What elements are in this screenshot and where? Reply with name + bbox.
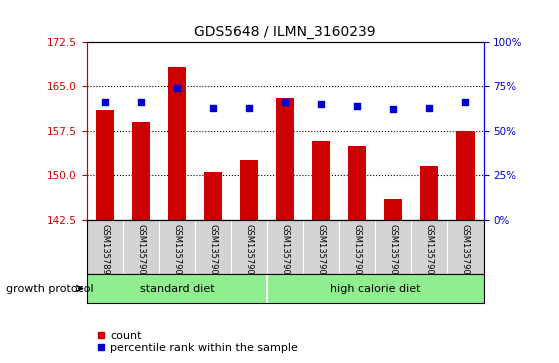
Bar (96, 110, 113, 220)
Point (389, 106, 398, 112)
Point (136, 99, 145, 105)
Point (425, 105, 434, 110)
Point (172, 85, 181, 91)
Point (209, 105, 217, 110)
Bar (312, 141, 330, 220)
Text: standard diet: standard diet (140, 284, 214, 294)
Bar (276, 98, 294, 220)
Point (244, 105, 253, 110)
Point (100, 99, 109, 105)
Point (317, 101, 326, 107)
Bar (457, 131, 475, 220)
Bar (385, 199, 402, 220)
Text: GSM1357907: GSM1357907 (389, 224, 398, 280)
Title: GDS5648 / ILMN_3160239: GDS5648 / ILMN_3160239 (195, 25, 376, 39)
Text: GSM1357900: GSM1357900 (136, 224, 145, 280)
Text: growth protocol: growth protocol (6, 284, 93, 294)
Text: GSM1357899: GSM1357899 (100, 224, 109, 280)
Text: GSM1357909: GSM1357909 (461, 224, 470, 280)
Bar (348, 146, 366, 220)
Bar (240, 160, 258, 220)
Bar (168, 67, 186, 220)
Bar (132, 122, 150, 220)
Bar (204, 172, 222, 220)
Text: GSM1357901: GSM1357901 (172, 224, 181, 280)
Point (353, 103, 362, 109)
Text: GSM1357905: GSM1357905 (316, 224, 326, 280)
Legend: count, percentile rank within the sample: count, percentile rank within the sample (92, 326, 302, 358)
Text: GSM1357904: GSM1357904 (281, 224, 290, 280)
Bar (420, 166, 438, 220)
Text: GSM1357908: GSM1357908 (425, 224, 434, 280)
Point (461, 99, 470, 105)
Text: high calorie diet: high calorie diet (330, 284, 420, 294)
Text: GSM1357906: GSM1357906 (353, 224, 362, 280)
Point (281, 99, 290, 105)
Text: GSM1357902: GSM1357902 (209, 224, 217, 280)
Text: GSM1357903: GSM1357903 (244, 224, 254, 280)
